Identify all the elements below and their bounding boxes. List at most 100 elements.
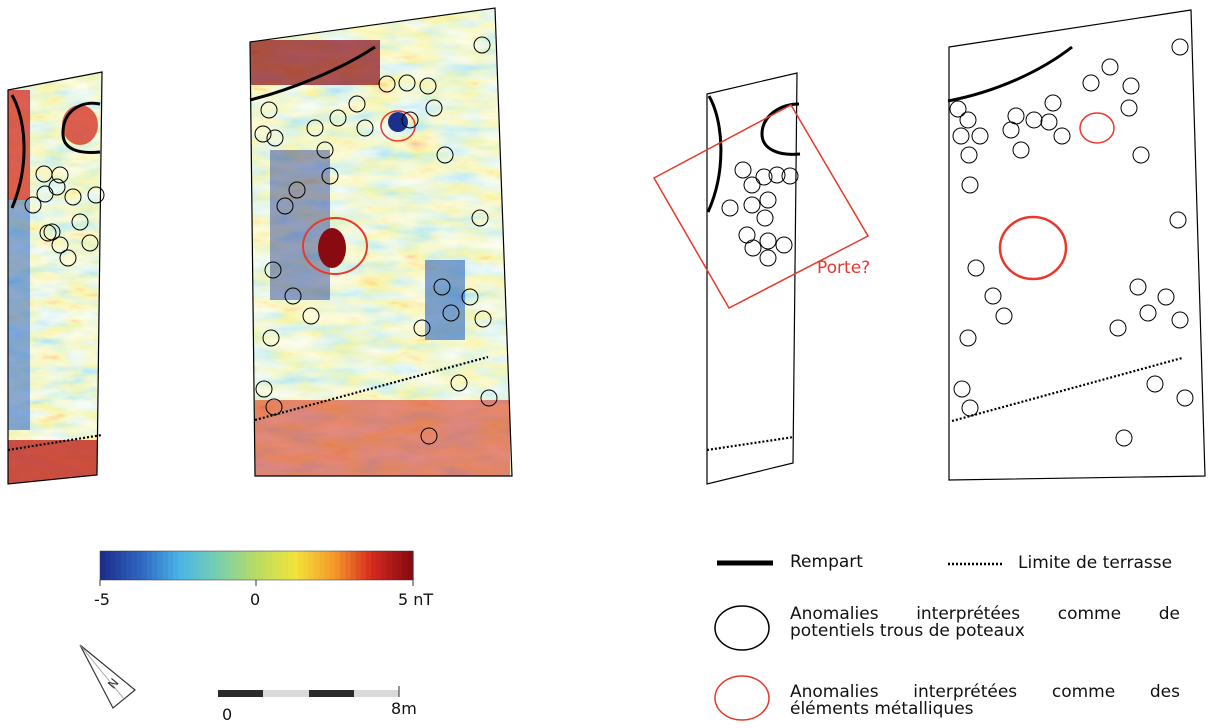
post-hole-circle — [51, 166, 69, 184]
colorbar-cell — [381, 551, 388, 580]
post-hole-circle — [425, 99, 443, 117]
magnetic-map-west — [7, 71, 103, 485]
colorbar-cell — [308, 551, 315, 580]
post-hole-circle — [450, 374, 468, 392]
post-hole-circle — [995, 307, 1013, 325]
post-hole-circle — [959, 111, 977, 129]
colorbar-cell — [209, 551, 216, 580]
colorbar-cell — [293, 551, 299, 580]
colorbar-cell — [360, 551, 367, 580]
post-hole-circle — [284, 287, 302, 305]
colorbar-cell — [178, 551, 185, 580]
colorbar-min: -5 — [94, 590, 110, 609]
post-hole-circle — [1025, 111, 1043, 129]
interpretation-west: Porte? — [652, 72, 870, 485]
post-hole-circle — [961, 399, 979, 417]
colorbar-cell — [282, 551, 289, 580]
colorbar-cell — [162, 551, 169, 580]
post-hole-circle — [1082, 74, 1100, 92]
colorbar-cell — [188, 551, 195, 580]
legend-black-word: de — [1158, 604, 1180, 624]
post-hole-circle — [474, 310, 492, 328]
colorbar-cell — [392, 551, 398, 580]
legend-terrace-label: Limite de terrasse — [1018, 553, 1173, 573]
post-hole-circle — [959, 329, 977, 347]
colorbar-cell — [313, 551, 320, 580]
colorbar-cell — [146, 551, 153, 580]
colorbar: -5 0 5 nT — [94, 550, 433, 609]
post-hole-circle — [255, 380, 273, 398]
post-hole-circle — [1176, 389, 1194, 407]
colorbar-cell — [219, 551, 226, 580]
colorbar-cell — [120, 551, 127, 580]
magnetic-map-east — [249, 7, 513, 477]
colorbar-cell — [386, 551, 393, 580]
post-hole-circle — [480, 389, 498, 407]
magnetic-post-holes — [24, 36, 498, 445]
legend-black-line2: potentiels trous de poteaux — [790, 621, 1025, 641]
door-label: Porte? — [817, 258, 870, 278]
colorbar-cell — [366, 551, 372, 580]
colorbar-cell — [141, 551, 148, 580]
colorbar-cell — [287, 551, 294, 580]
post-hole-circle — [419, 77, 437, 95]
legend-black-circle — [714, 605, 770, 651]
post-hole-circle — [775, 236, 793, 254]
post-hole-circle — [1139, 304, 1157, 322]
post-hole-circle — [721, 199, 739, 217]
colorbar-cell — [324, 551, 331, 580]
post-hole-circle — [744, 239, 762, 257]
colorbar-cell — [277, 551, 284, 580]
post-hole-circle — [781, 167, 799, 185]
colorbar-cell — [230, 551, 237, 580]
post-hole-circle — [321, 167, 339, 185]
scale-end: 8m — [391, 699, 417, 718]
post-hole-circle — [1053, 127, 1071, 145]
colorbar-cell — [115, 551, 122, 580]
post-hole-circle — [264, 261, 282, 279]
post-hole-circle — [260, 101, 278, 119]
colorbar-cell — [266, 551, 273, 580]
post-hole-circle — [48, 178, 66, 196]
post-hole-circle — [1129, 278, 1147, 296]
post-hole-circle — [759, 249, 777, 267]
colorbar-cell — [407, 551, 414, 580]
post-hole-circle — [473, 36, 491, 54]
post-hole-circle — [1146, 375, 1164, 393]
scale-bar: 0 8m — [218, 686, 417, 724]
post-hole-circle — [1040, 113, 1058, 131]
legend-red-circle — [714, 675, 770, 721]
post-hole-circle — [266, 129, 284, 147]
colorbar-cell — [350, 551, 357, 580]
legend-rampart-label: Rempart — [790, 552, 863, 572]
colorbar-cell — [298, 551, 305, 580]
colorbar-cell — [397, 551, 404, 580]
colorbar-cell — [100, 551, 106, 580]
post-hole-circle — [759, 232, 777, 250]
post-hole-circle — [1101, 58, 1119, 76]
colorbar-cell — [371, 551, 378, 580]
post-hole-circle — [276, 197, 294, 215]
post-hole-circle — [302, 307, 320, 325]
post-hole-circle — [756, 209, 774, 227]
colorbar-cell — [214, 551, 221, 580]
legend-black-word: interprétées — [916, 604, 1021, 624]
colorbar-cell — [334, 551, 341, 580]
colorbar-cell — [345, 551, 351, 580]
post-hole-circle — [967, 259, 985, 277]
post-hole-circle — [738, 226, 756, 244]
post-hole-circle — [316, 141, 334, 159]
post-hole-circle — [329, 109, 347, 127]
colorbar-cell — [251, 551, 258, 580]
post-hole-circle — [759, 191, 777, 209]
colorbar-cell — [199, 551, 205, 580]
post-hole-circle — [1109, 319, 1127, 337]
post-hole-circle — [1012, 141, 1030, 159]
legend-red-word: comme — [1051, 682, 1116, 702]
post-hole-circle — [960, 146, 978, 164]
colorbar-cell — [240, 551, 247, 580]
magnetic-overlays — [7, 45, 489, 452]
colorbar-cell — [173, 551, 179, 580]
colorbar-cell — [131, 551, 138, 580]
post-hole-circle — [262, 329, 280, 347]
